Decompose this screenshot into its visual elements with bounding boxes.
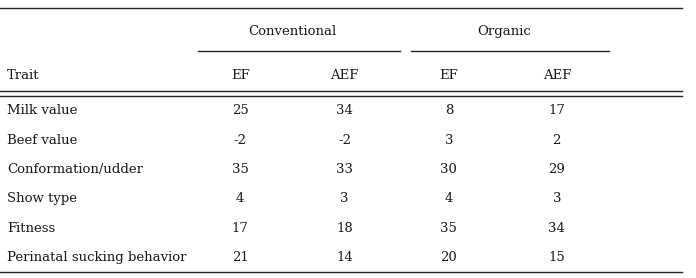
Text: 4: 4 [236, 192, 244, 205]
Text: 18: 18 [336, 222, 353, 235]
Text: 20: 20 [441, 251, 457, 264]
Text: 33: 33 [336, 163, 353, 176]
Text: 35: 35 [232, 163, 248, 176]
Text: Conformation/udder: Conformation/udder [7, 163, 143, 176]
Text: 8: 8 [445, 104, 453, 117]
Text: Show type: Show type [7, 192, 77, 205]
Text: 21: 21 [232, 251, 248, 264]
Text: 4: 4 [445, 192, 453, 205]
Text: -2: -2 [338, 133, 351, 147]
Text: 14: 14 [336, 251, 353, 264]
Text: Perinatal sucking behavior: Perinatal sucking behavior [7, 251, 187, 264]
Text: AEF: AEF [331, 69, 358, 81]
Text: Conventional: Conventional [248, 26, 336, 38]
Text: -2: -2 [234, 133, 246, 147]
Text: 2: 2 [553, 133, 561, 147]
Text: 30: 30 [441, 163, 457, 176]
Text: EF: EF [440, 69, 458, 81]
Text: 17: 17 [232, 222, 248, 235]
Text: 34: 34 [336, 104, 353, 117]
Text: 3: 3 [445, 133, 453, 147]
Text: 34: 34 [548, 222, 565, 235]
Text: AEF: AEF [543, 69, 571, 81]
Text: 25: 25 [232, 104, 248, 117]
Text: 35: 35 [441, 222, 457, 235]
Text: Organic: Organic [477, 26, 531, 38]
Text: Milk value: Milk value [7, 104, 77, 117]
Text: 15: 15 [548, 251, 565, 264]
Text: Beef value: Beef value [7, 133, 77, 147]
Text: EF: EF [231, 69, 249, 81]
Text: 17: 17 [548, 104, 565, 117]
Text: 3: 3 [340, 192, 349, 205]
Text: 3: 3 [553, 192, 561, 205]
Text: Fitness: Fitness [7, 222, 55, 235]
Text: 29: 29 [548, 163, 565, 176]
Text: Trait: Trait [7, 69, 40, 81]
